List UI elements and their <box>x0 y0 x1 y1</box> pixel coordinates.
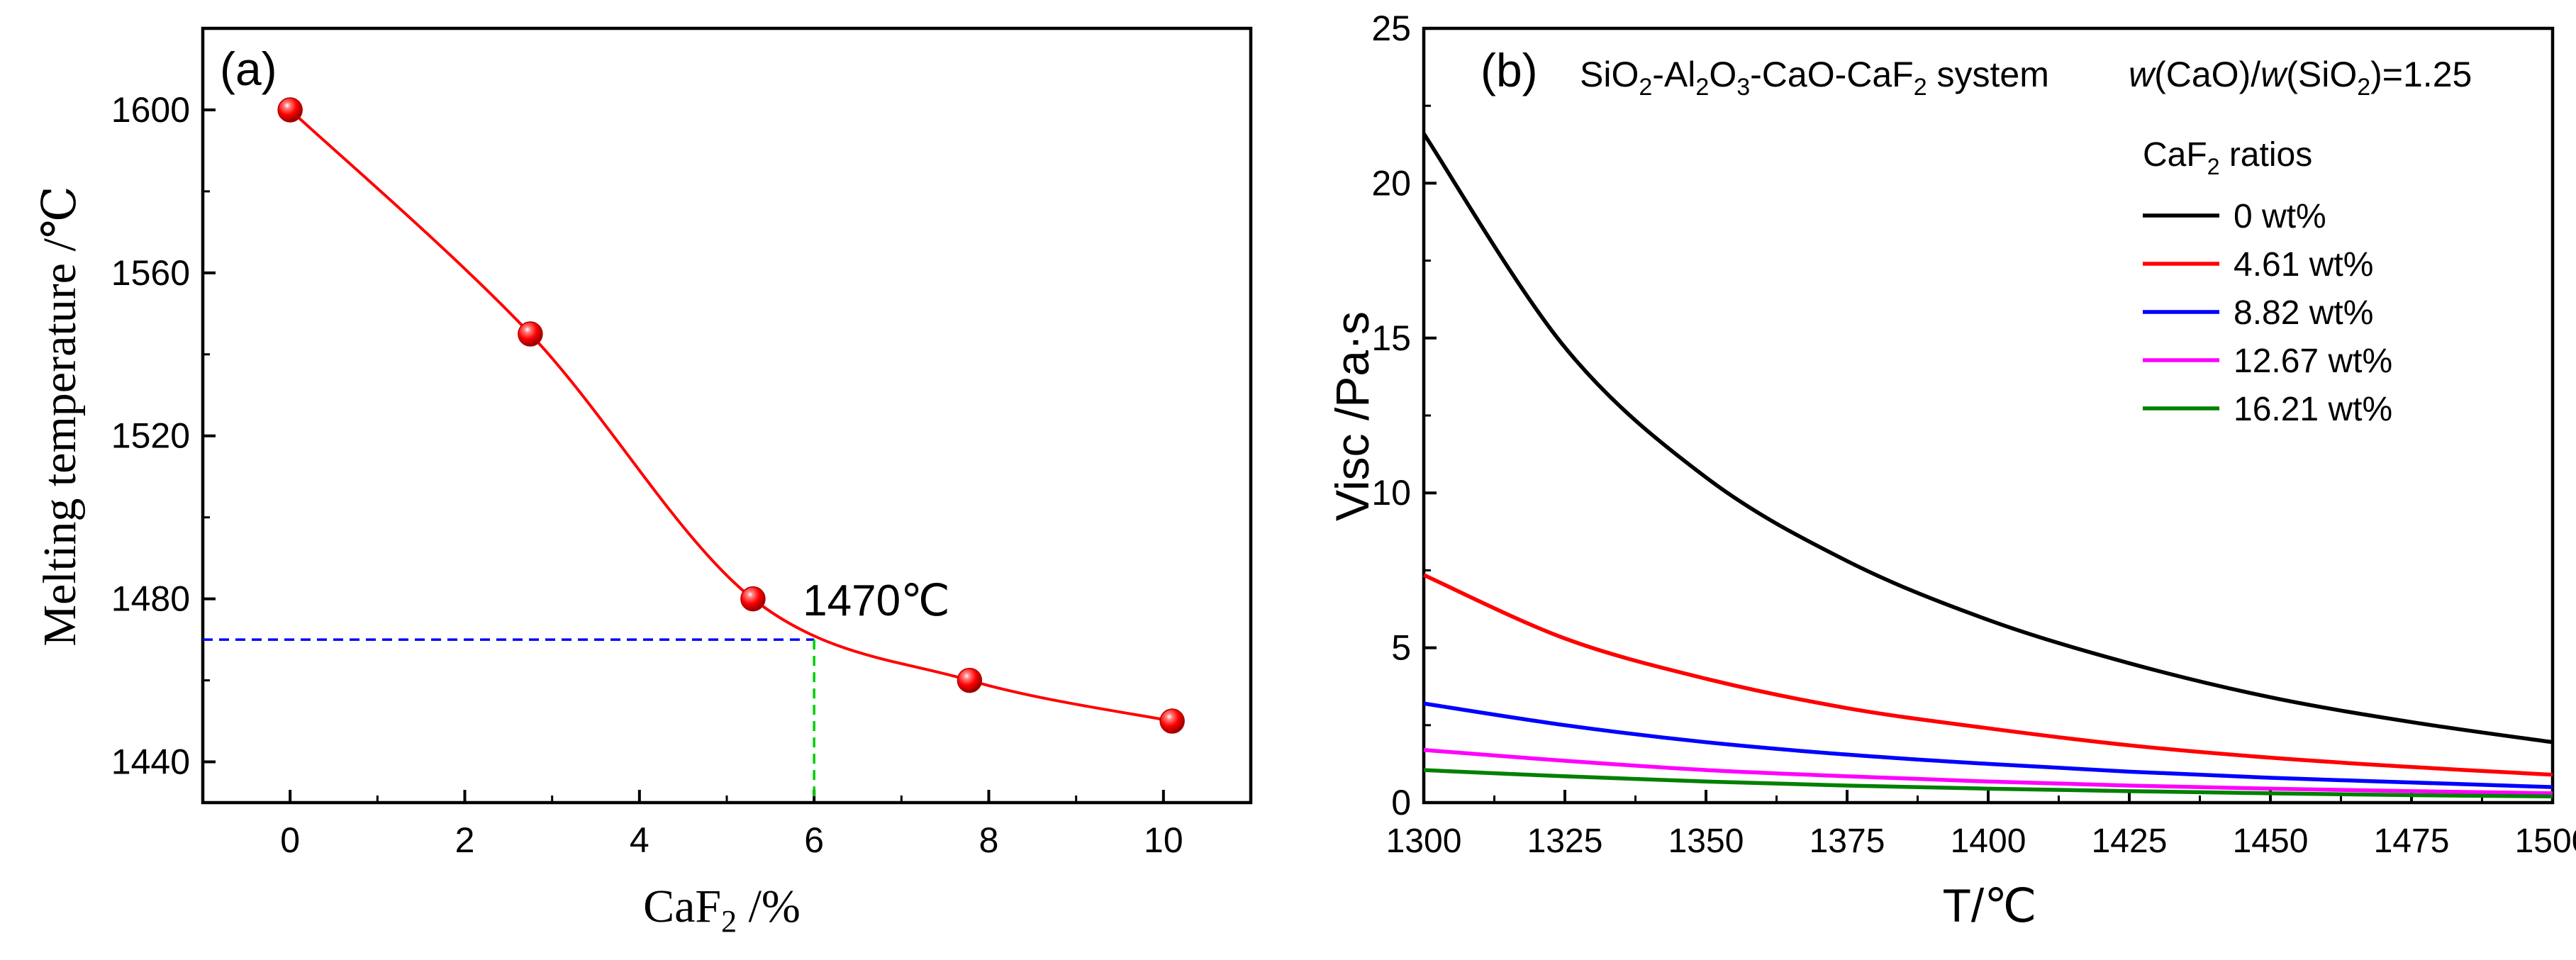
text-part: O <box>1709 55 1736 94</box>
panel-a-x-axis-label-sub: 2 <box>721 904 737 939</box>
legend-label: 12.67 wt% <box>2234 342 2392 380</box>
text-part: SiO <box>1580 55 1639 94</box>
panel-a-tag: (a) <box>220 43 277 95</box>
panel-b-y-tick-label: 20 <box>1371 163 1411 203</box>
series-line-0 <box>1422 132 2553 744</box>
panel-b-x-tick-label: 1300 <box>1386 822 1462 860</box>
legend-label: 0 wt% <box>2234 198 2326 235</box>
panel-a-x-tick-label: 10 <box>1144 820 1183 860</box>
data-point <box>957 667 983 693</box>
legend-label: 8.82 wt% <box>2234 294 2373 332</box>
series-line-1 <box>1422 573 2553 777</box>
panel-a-x-axis-label-main: CaF <box>643 881 721 932</box>
panel-b-x-tick-label: 1350 <box>1668 822 1744 860</box>
panel-a-y-axis-label: Melting temperature /℃ <box>34 186 86 646</box>
panel-b-x-tick-label: 1400 <box>1951 822 2026 860</box>
text-part: -Al <box>1652 55 1695 94</box>
panel-a-x-axis-label: CaF2 /% <box>643 881 801 939</box>
panel-a-x-tick-label: 0 <box>280 820 300 860</box>
panel-b-y-tick-label: 0 <box>1391 783 1411 822</box>
text-part: 3 <box>1736 74 1750 101</box>
panel-b-x-tick-label: 1475 <box>2374 822 2450 860</box>
data-point <box>277 97 303 123</box>
panel-a-x-tick-label: 8 <box>979 820 999 860</box>
panel-b-x-tick-label: 1425 <box>2092 822 2168 860</box>
panel-a-frame <box>201 26 1253 805</box>
series-line-3 <box>1423 747 2553 796</box>
text-part: w <box>2260 55 2288 94</box>
legend-label: 4.61 wt% <box>2234 246 2373 284</box>
legend-label: 16.21 wt% <box>2234 391 2392 428</box>
system-label: SiO2-Al2O3-CaO-CaF2 system <box>1580 55 2049 101</box>
legend-title: CaF2 ratios <box>2143 136 2312 179</box>
text-part: w <box>2129 55 2156 94</box>
panel-a-y-tick-label: 1440 <box>111 742 190 782</box>
panel-b-y-tick-label: 10 <box>1371 473 1411 513</box>
legend: 0 wt% 4.61 wt% 8.82 wt% 12.67 wt% 16.21 wt% <box>2143 198 2392 428</box>
panel-b-y-tick-label: 5 <box>1391 628 1411 668</box>
data-point <box>518 321 543 347</box>
text-part: 2 <box>1639 74 1652 101</box>
data-point <box>740 586 766 612</box>
panel-b-x-tick-label: 1375 <box>1810 822 1885 860</box>
panel-a-x-axis-label-suffix: /% <box>737 881 801 932</box>
text-part: -CaO-CaF <box>1750 55 1914 94</box>
panel-b-y-axis-label: Visc /Pa·s <box>1326 311 1378 521</box>
series-line-2 <box>1423 701 2553 789</box>
text-part: 2 <box>2207 154 2220 179</box>
text-part: ratios <box>2219 136 2312 174</box>
text-part: 2 <box>1695 74 1709 101</box>
panel-a-x-tick-label: 4 <box>630 820 649 860</box>
panel-b-y-tick-label: 15 <box>1371 318 1411 358</box>
panel-b-tag: (b) <box>1481 44 1538 96</box>
text-part: )=1.25 <box>2370 55 2472 94</box>
panel-a-x-tick-label: 2 <box>455 820 475 860</box>
panel-a: (a) 0 2 4 6 8 10 1440 1480 1520 1560 1600 1470℃ Ca… <box>34 26 1253 939</box>
panel-b-x-axis-label: T/℃ <box>1943 879 2037 932</box>
panel-a-y-tick-label: 1600 <box>111 90 190 130</box>
melting-curve <box>289 108 1173 723</box>
text-part: (CaO)/ <box>2154 55 2260 94</box>
data-point <box>1159 708 1185 734</box>
panel-a-y-tick-label: 1560 <box>111 253 190 293</box>
reference-label: 1470℃ <box>803 576 950 625</box>
series-line-4 <box>1423 768 2553 799</box>
panel-a-y-tick-label: 1520 <box>111 416 190 456</box>
panel-b-y-tick-label: 25 <box>1371 9 1411 48</box>
text-part: CaF <box>2143 136 2207 174</box>
panel-a-x-tick-label: 6 <box>804 820 824 860</box>
text-part: 2 <box>2357 74 2370 101</box>
text-part: (SiO <box>2286 55 2357 94</box>
text-part: system <box>1927 55 2049 94</box>
text-part: 2 <box>1914 74 1927 101</box>
panel-a-y-tick-label: 1480 <box>111 579 190 619</box>
panel-b-x-tick-label: 1325 <box>1527 822 1603 860</box>
panel-b-x-tick-label: 1450 <box>2233 822 2309 860</box>
ratio-label: w(CaO)/w(SiO2)=1.25 <box>2129 55 2472 101</box>
